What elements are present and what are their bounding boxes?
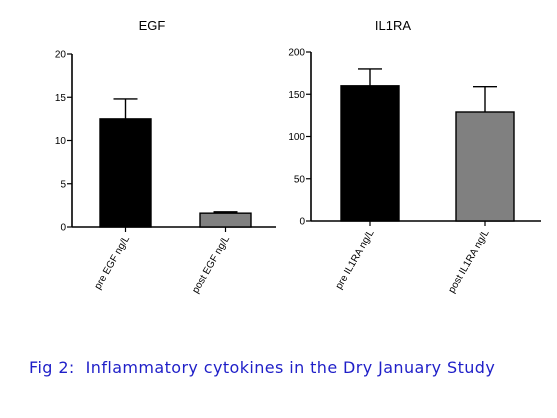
y-tick-label: 200 <box>288 48 305 59</box>
chart-title: IL1RA <box>375 18 411 33</box>
x-category-label: post IL1RA ng/L <box>446 228 491 296</box>
x-category-label: pre EGF ng/L <box>93 234 133 292</box>
y-tick-label: 15 <box>55 93 67 104</box>
y-tick-label: 5 <box>60 179 66 190</box>
bar <box>199 212 252 228</box>
y-tick-label: 0 <box>60 223 66 234</box>
y-tick-label: 150 <box>288 90 305 101</box>
y-tick-label: 20 <box>55 50 67 61</box>
y-tick-label: 10 <box>55 136 67 147</box>
y-tick-label: 50 <box>294 174 306 185</box>
chart-il1ra: IL1RA 0 50 100 150 200 pre IL1RA ng/L post IL1R… <box>288 18 541 295</box>
y-tick-label: 0 <box>299 217 305 228</box>
chart-title: EGF <box>139 18 166 33</box>
x-category-label: pre IL1RA ng/L <box>334 228 377 292</box>
x-category-label: post EGF ng/L <box>190 234 232 296</box>
chart-egf: EGF 0 5 10 15 20 pre EGF ng/L post EGF ng/L <box>55 18 276 295</box>
figure-caption: Fig 2: Inflammatory cytokines in the Dry… <box>29 358 496 377</box>
y-tick-label: 100 <box>288 132 305 143</box>
bar <box>340 85 400 222</box>
charts-canvas: EGF 0 5 10 15 20 pre EGF ng/L post EGF ng/L IL1R… <box>55 18 541 295</box>
bar <box>99 118 152 228</box>
bar <box>455 111 515 222</box>
